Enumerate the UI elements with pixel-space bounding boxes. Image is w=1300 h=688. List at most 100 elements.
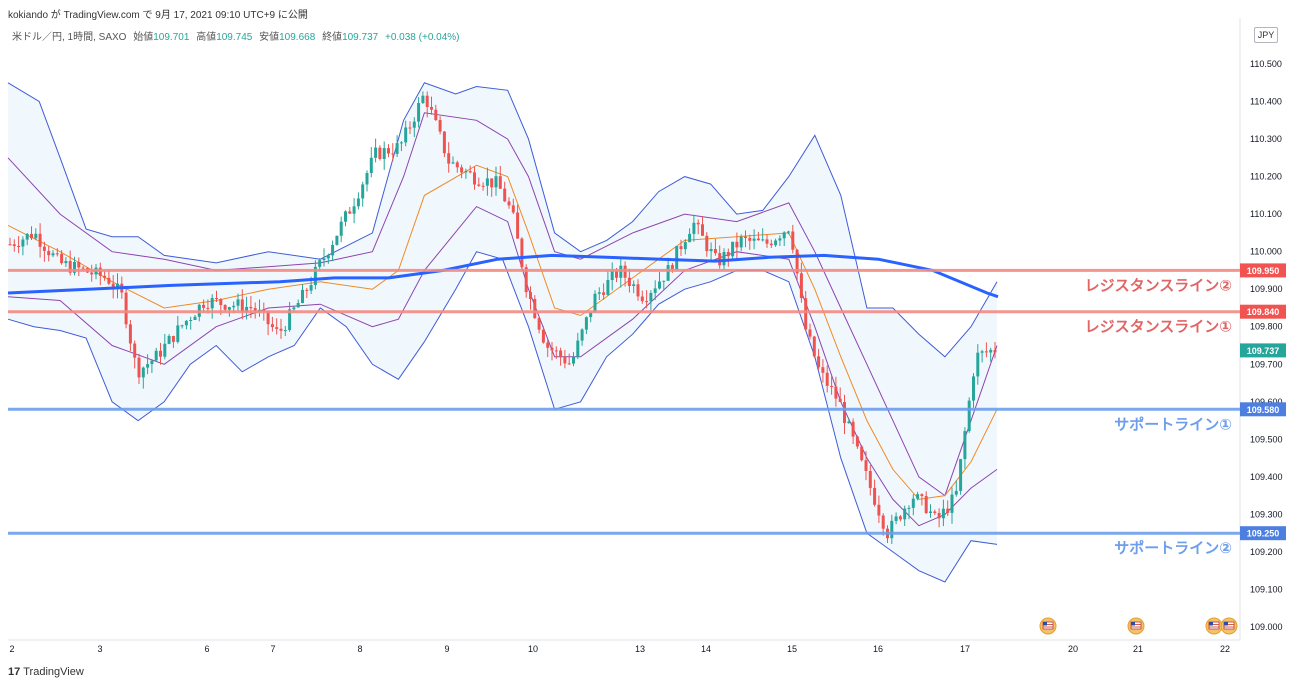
candle-body — [954, 490, 958, 495]
low-label: 安値 — [259, 32, 280, 43]
candle-body — [787, 231, 790, 233]
x-tick-label: 21 — [1133, 644, 1143, 654]
candle-body — [541, 329, 545, 343]
candle-body — [817, 356, 821, 368]
line-label: サポートライン② — [1114, 539, 1232, 557]
candle-body — [670, 265, 674, 270]
candle-body — [8, 244, 12, 246]
candle-body — [42, 246, 46, 251]
high-label: 高値 — [196, 32, 217, 43]
candle-body — [653, 288, 657, 293]
current-price-tag — [1240, 343, 1286, 358]
candle-body — [163, 343, 167, 357]
candle-body — [778, 238, 782, 241]
change-value: +0.038 (+0.04%) — [385, 32, 460, 43]
candle-body — [171, 336, 175, 342]
candle-body — [761, 239, 765, 241]
candle-body — [868, 471, 872, 488]
candle-body — [769, 243, 773, 246]
candle-body — [984, 351, 988, 353]
candle-body — [322, 258, 326, 261]
candle-body — [288, 309, 292, 330]
candle-body — [421, 95, 425, 103]
candle-body — [344, 211, 347, 222]
candle-body — [477, 184, 481, 186]
candle-body — [206, 307, 210, 309]
candle-body — [812, 336, 816, 357]
candle-body — [318, 260, 322, 267]
candle-body — [632, 284, 636, 286]
candle-body — [442, 131, 446, 154]
candle-body — [236, 299, 240, 306]
candle-body — [593, 293, 597, 313]
candle-body — [159, 350, 162, 357]
y-tick-label: 110.000 — [1250, 247, 1282, 257]
candle-body — [451, 162, 455, 164]
candle-body — [907, 507, 911, 509]
candle-body — [438, 120, 442, 132]
candle-body — [77, 262, 81, 268]
candle-body — [546, 342, 550, 348]
candle-body — [356, 198, 360, 207]
candle-body — [399, 142, 403, 144]
candle-body — [860, 446, 864, 461]
candle-body — [404, 127, 408, 143]
candle-body — [610, 271, 614, 280]
candle-body — [245, 306, 249, 312]
candle-body — [124, 292, 128, 325]
price-tag — [1240, 263, 1286, 278]
candle-body — [589, 312, 593, 318]
candle-body — [701, 224, 704, 236]
candle-body — [184, 320, 188, 326]
candle-body — [709, 249, 713, 252]
y-tick-label: 109.500 — [1250, 434, 1283, 444]
candle-body — [103, 275, 107, 278]
x-tick-label: 15 — [787, 644, 797, 654]
price-tag — [1240, 304, 1286, 319]
x-tick-label: 8 — [357, 644, 362, 654]
x-tick-label: 20 — [1068, 644, 1078, 654]
candle-body — [615, 271, 618, 278]
y-tick-label: 109.000 — [1250, 622, 1283, 632]
y-tick-label: 110.100 — [1250, 209, 1282, 219]
candle-body — [434, 109, 438, 120]
candle-body — [731, 241, 735, 257]
candle-body — [524, 267, 528, 293]
candle-body — [387, 148, 390, 154]
candle-body — [959, 459, 963, 491]
candle-body — [606, 280, 610, 295]
candle-body — [38, 233, 42, 247]
candle-body — [210, 298, 214, 309]
candle-body — [735, 241, 739, 248]
currency-badge[interactable]: JPY — [1254, 27, 1278, 43]
candle-body — [924, 496, 928, 513]
candle-body — [378, 147, 382, 159]
candle-body — [412, 121, 416, 128]
y-tick-label: 110.400 — [1250, 97, 1282, 107]
bollinger-outer-upper — [7, 82, 998, 358]
candle-body — [920, 494, 924, 496]
candle-body — [834, 386, 838, 399]
candle-body — [821, 367, 825, 373]
candle-body — [550, 347, 554, 351]
candle-body — [576, 340, 580, 357]
candle-body — [485, 178, 489, 186]
candle-body — [107, 277, 111, 284]
candle-body — [348, 211, 352, 214]
candle-body — [150, 360, 154, 365]
price-tag — [1240, 402, 1286, 417]
candle-body — [111, 283, 115, 289]
candle-body — [301, 289, 304, 303]
candle-body — [270, 324, 274, 328]
flag-canton — [1209, 622, 1213, 626]
y-tick-label: 110.200 — [1250, 172, 1282, 182]
candle-body — [21, 239, 25, 247]
candle-body — [296, 303, 300, 308]
candle-body — [929, 511, 932, 513]
candle-body — [804, 298, 808, 330]
candle-body — [331, 245, 335, 256]
x-tick-label: 6 — [204, 644, 209, 654]
candle-body — [744, 236, 747, 238]
candle-body — [460, 167, 464, 173]
